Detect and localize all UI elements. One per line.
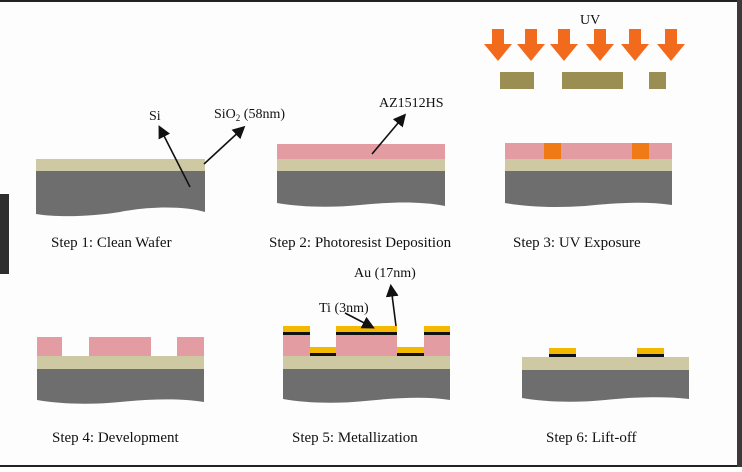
ti-layer-top [424,332,450,335]
down-arrow-icon [484,29,512,61]
mask-segment [500,72,534,89]
resist-block [37,337,62,356]
exposed-resist-region [544,143,561,159]
resist-block [336,335,397,356]
resist-block [424,335,450,356]
step-2-oxide [277,159,445,171]
resist-block [177,337,204,356]
exposed-resist-region [632,143,649,159]
step-3-panel: UV Step 3: UV Exposure [484,13,685,251]
au-pad [549,348,576,354]
down-arrow-icon [517,29,545,61]
au-layer-opening [397,347,424,353]
step-6-caption: Step 6: Lift-off [546,430,637,446]
step-4-panel: Step 4: Development [37,337,204,446]
scroll-handle[interactable] [0,194,9,274]
uv-label: UV [580,13,600,28]
sio2-pointer [203,125,246,165]
au-pointer [385,283,399,327]
step-2-panel: AZ1512HS Step 2: Photoresist Deposition [269,96,452,251]
az-pointer [371,113,407,155]
ti-layer-opening [397,353,424,356]
au-pad [637,348,664,354]
mask-segment [562,72,623,89]
step-5-oxide [283,356,450,369]
mask-segment [649,72,666,89]
si-label: Si [149,109,161,124]
frame-right [737,0,742,467]
step-6-panel: Step 6: Lift-off [522,348,689,446]
az-label: AZ1512HS [379,96,444,111]
ti-layer-top [336,332,397,335]
ti-layer-top [283,332,310,335]
step-1-silicon [36,170,205,217]
down-arrow-icon [586,29,614,61]
au-label: Au (17nm) [354,266,416,281]
frame-top [0,0,742,2]
step-1-panel: Si SiO2 (58nm) Step 1: Clean Wafer [36,107,285,251]
step-6-silicon [522,370,689,402]
resist-block [89,337,151,356]
resist-block [283,335,310,356]
step-6-oxide [522,357,689,370]
si-pointer [158,125,191,188]
frame-bottom [0,465,742,467]
step-1-oxide [36,159,205,171]
step-2-silicon [277,171,445,207]
ti-pointer [344,312,375,329]
step-5-panel: Au (17nm) Ti (3nm) Step 5: Metallization [283,266,450,446]
au-layer-top [424,326,450,332]
down-arrow-icon [621,29,649,61]
step-3-silicon [505,171,672,207]
uv-arrows [484,29,685,61]
step-4-silicon [37,369,204,404]
step-3-caption: Step 3: UV Exposure [513,235,641,251]
down-arrow-icon [657,29,685,61]
step-4-oxide [37,356,204,369]
step-5-caption: Step 5: Metallization [292,430,418,446]
ti-layer-opening [310,353,336,356]
step-3-oxide [505,159,672,171]
photomask [500,72,666,89]
step-1-caption: Step 1: Clean Wafer [51,235,172,251]
au-layer-top [283,326,310,332]
ti-label: Ti (3nm) [319,301,369,316]
step-5-silicon [283,369,450,403]
sio2-label: SiO2 (58nm) [214,107,285,123]
au-layer-opening [310,347,336,353]
ti-pad [549,354,576,357]
down-arrow-icon [550,29,578,61]
step-2-caption: Step 2: Photoresist Deposition [269,235,452,251]
au-layer-top [336,326,397,332]
step-2-photoresist [277,144,445,159]
step-4-caption: Step 4: Development [52,430,179,446]
ti-pad [637,354,664,357]
